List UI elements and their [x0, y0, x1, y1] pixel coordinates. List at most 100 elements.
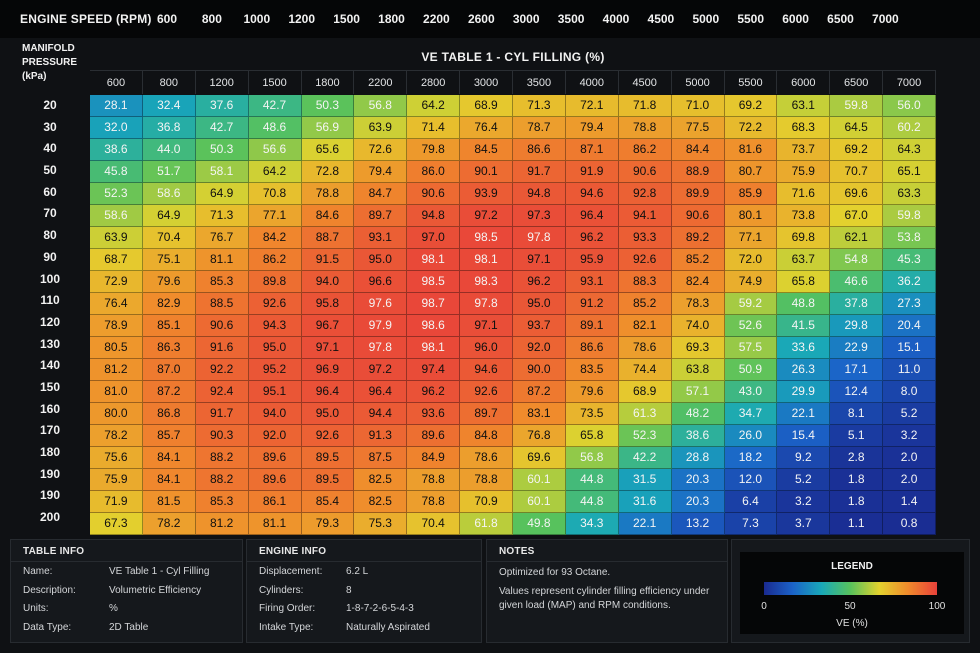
ve-cell[interactable]: 58.6 [142, 183, 196, 205]
ve-cell[interactable]: 64.5 [830, 117, 884, 139]
ve-cell[interactable]: 97.4 [407, 359, 461, 381]
ve-cell[interactable]: 52.3 [90, 183, 143, 205]
ve-cell[interactable]: 8.0 [883, 381, 936, 403]
ve-cell[interactable]: 28.1 [90, 95, 143, 117]
ve-cell[interactable]: 96.2 [565, 227, 619, 249]
ve-cell[interactable]: 46.6 [830, 271, 884, 293]
ve-cell[interactable]: 97.8 [354, 337, 408, 359]
ve-cell[interactable]: 44.0 [142, 139, 196, 161]
ve-cell[interactable]: 94.6 [565, 183, 619, 205]
ve-cell[interactable]: 0.8 [883, 513, 936, 535]
ve-cell[interactable]: 73.5 [565, 403, 619, 425]
ve-cell[interactable]: 1.1 [830, 513, 884, 535]
ve-cell[interactable]: 59.2 [724, 293, 778, 315]
ve-cell[interactable]: 42.2 [618, 447, 672, 469]
ve-cell[interactable]: 63.9 [90, 227, 143, 249]
ve-cell[interactable]: 87.0 [142, 359, 196, 381]
ve-cell[interactable]: 96.2 [513, 271, 566, 293]
ve-cell[interactable]: 59.8 [883, 205, 936, 227]
ve-cell[interactable]: 91.3 [354, 425, 408, 447]
ve-cell[interactable]: 83.5 [565, 359, 619, 381]
ve-cell[interactable]: 3.7 [777, 513, 831, 535]
ve-cell[interactable]: 90.6 [407, 183, 461, 205]
ve-cell[interactable]: 50.3 [195, 139, 249, 161]
ve-cell[interactable]: 63.1 [777, 95, 831, 117]
ve-cell[interactable]: 98.1 [460, 249, 513, 271]
ve-cell[interactable]: 56.8 [354, 95, 408, 117]
ve-cell[interactable]: 5.1 [830, 425, 884, 447]
ve-cell[interactable]: 63.3 [883, 183, 936, 205]
ve-cell[interactable]: 85.2 [671, 249, 725, 271]
ve-cell[interactable]: 71.3 [195, 205, 249, 227]
ve-cell[interactable]: 97.8 [513, 227, 566, 249]
ve-cell[interactable]: 84.4 [671, 139, 725, 161]
ve-cell[interactable]: 84.9 [407, 447, 461, 469]
ve-cell[interactable]: 91.5 [301, 249, 355, 271]
ve-cell[interactable]: 78.9 [90, 315, 143, 337]
ve-cell[interactable]: 27.3 [883, 293, 936, 315]
ve-cell[interactable]: 29.8 [830, 315, 884, 337]
ve-cell[interactable]: 89.2 [671, 227, 725, 249]
ve-cell[interactable]: 86.3 [142, 337, 196, 359]
ve-cell[interactable]: 38.6 [90, 139, 143, 161]
ve-cell[interactable]: 64.9 [142, 205, 196, 227]
ve-cell[interactable]: 92.6 [618, 249, 672, 271]
ve-cell[interactable]: 97.0 [407, 227, 461, 249]
ve-cell[interactable]: 37.6 [195, 95, 249, 117]
ve-cell[interactable]: 85.9 [724, 183, 778, 205]
ve-cell[interactable]: 84.2 [248, 227, 302, 249]
ve-cell[interactable]: 72.8 [301, 161, 355, 183]
ve-cell[interactable]: 54.8 [830, 249, 884, 271]
ve-cell[interactable]: 77.5 [671, 117, 725, 139]
ve-cell[interactable]: 13.2 [671, 513, 725, 535]
ve-cell[interactable]: 87.2 [142, 381, 196, 403]
ve-cell[interactable]: 9.2 [777, 447, 831, 469]
ve-cell[interactable]: 87.2 [513, 381, 566, 403]
ve-cell[interactable]: 92.4 [195, 381, 249, 403]
ve-cell[interactable]: 85.3 [195, 491, 249, 513]
ve-cell[interactable]: 2.8 [830, 447, 884, 469]
ve-cell[interactable]: 84.6 [301, 205, 355, 227]
ve-cell[interactable]: 2.0 [883, 469, 936, 491]
ve-cell[interactable]: 84.1 [142, 447, 196, 469]
ve-cell[interactable]: 32.4 [142, 95, 196, 117]
ve-cell[interactable]: 80.0 [90, 403, 143, 425]
ve-cell[interactable]: 7.3 [724, 513, 778, 535]
ve-cell[interactable]: 80.1 [724, 205, 778, 227]
ve-cell[interactable]: 73.8 [777, 205, 831, 227]
ve-cell[interactable]: 15.4 [777, 425, 831, 447]
ve-cell[interactable]: 20.3 [671, 491, 725, 513]
ve-cell[interactable]: 69.8 [777, 227, 831, 249]
ve-cell[interactable]: 93.7 [513, 315, 566, 337]
ve-cell[interactable]: 91.2 [565, 293, 619, 315]
ve-cell[interactable]: 31.5 [618, 469, 672, 491]
ve-cell[interactable]: 79.4 [565, 117, 619, 139]
ve-cell[interactable]: 48.8 [777, 293, 831, 315]
ve-cell[interactable]: 78.8 [301, 183, 355, 205]
ve-cell[interactable]: 96.7 [301, 315, 355, 337]
ve-cell[interactable]: 96.6 [354, 271, 408, 293]
ve-cell[interactable]: 94.4 [354, 403, 408, 425]
ve-cell[interactable]: 97.3 [513, 205, 566, 227]
ve-cell[interactable]: 86.2 [618, 139, 672, 161]
ve-cell[interactable]: 69.2 [724, 95, 778, 117]
ve-cell[interactable]: 94.8 [407, 205, 461, 227]
ve-cell[interactable]: 81.1 [195, 249, 249, 271]
ve-cell[interactable]: 89.7 [460, 403, 513, 425]
ve-cell[interactable]: 75.1 [142, 249, 196, 271]
ve-cell[interactable]: 50.3 [301, 95, 355, 117]
ve-cell[interactable]: 86.6 [565, 337, 619, 359]
ve-cell[interactable]: 12.0 [724, 469, 778, 491]
ve-cell[interactable]: 65.1 [883, 161, 936, 183]
ve-cell[interactable]: 71.8 [618, 95, 672, 117]
ve-cell[interactable]: 94.0 [301, 271, 355, 293]
ve-cell[interactable]: 61.8 [460, 513, 513, 535]
ve-cell[interactable]: 92.6 [460, 381, 513, 403]
ve-cell[interactable]: 96.4 [354, 381, 408, 403]
ve-cell[interactable]: 86.1 [248, 491, 302, 513]
ve-cell[interactable]: 36.8 [142, 117, 196, 139]
ve-cell[interactable]: 90.0 [513, 359, 566, 381]
ve-cell[interactable]: 52.6 [724, 315, 778, 337]
ve-cell[interactable]: 90.1 [460, 161, 513, 183]
ve-cell[interactable]: 72.0 [724, 249, 778, 271]
